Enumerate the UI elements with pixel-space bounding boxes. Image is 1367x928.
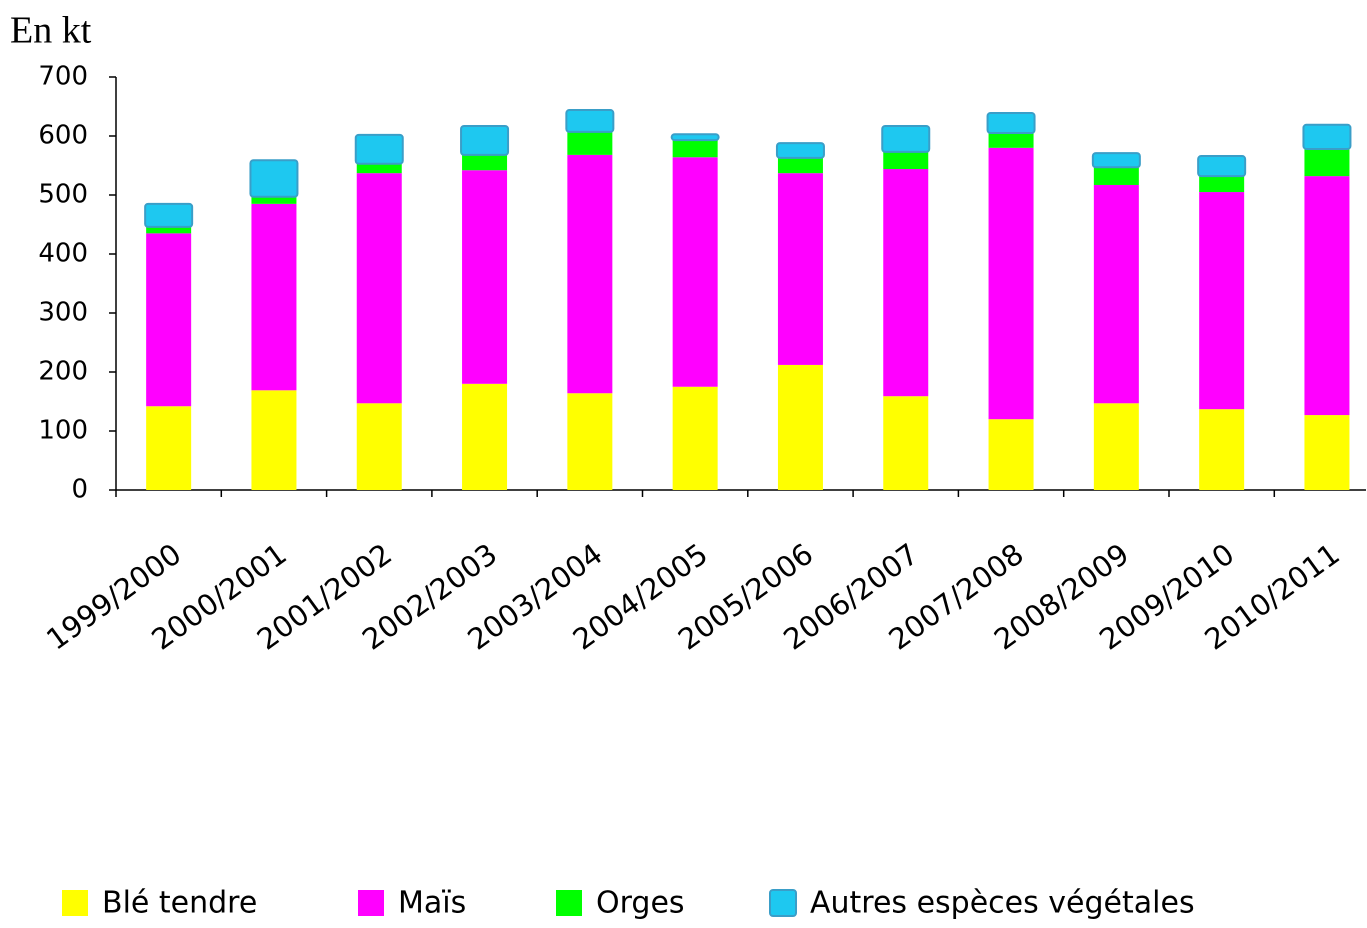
y-tick-label: 200 [38, 357, 88, 387]
bar-segment [1304, 176, 1350, 416]
y-tick-label: 0 [71, 475, 88, 505]
bar-segment [672, 140, 718, 158]
bar-segment [146, 233, 192, 407]
y-tick-label: 700 [38, 62, 88, 92]
legend-swatch [62, 890, 88, 916]
bar-segment [251, 196, 297, 204]
bar-segment [1093, 184, 1139, 404]
bar-segment [1302, 123, 1352, 150]
bar-segment [1199, 176, 1245, 193]
bar-segment [1304, 415, 1350, 490]
y-tick-label: 600 [38, 121, 88, 151]
bar-segment [462, 383, 508, 490]
bar-segment [988, 133, 1034, 148]
bar-segment [356, 173, 402, 404]
legend-swatch [556, 890, 582, 916]
bar-segment [567, 131, 613, 155]
legend-swatch [358, 890, 384, 916]
legend-label: Blé tendre [102, 886, 257, 921]
bar-segment [146, 406, 192, 490]
y-tick-label: 500 [38, 180, 88, 210]
bar-segment [567, 154, 613, 394]
bar-segment [1304, 148, 1350, 177]
bar-segment [777, 364, 823, 490]
bar-segment [1091, 152, 1141, 169]
legend-label: Orges [596, 886, 685, 921]
bar-segment [1197, 155, 1247, 178]
bar-segment [146, 226, 192, 234]
bar-segment [986, 111, 1036, 135]
bar-segment [672, 386, 718, 490]
bar-segment [1199, 192, 1245, 410]
bar-segment [144, 202, 194, 228]
bar-segment [775, 142, 825, 159]
bar-segment [1093, 403, 1139, 490]
bar-segment [1093, 167, 1139, 185]
bar-segment [883, 169, 929, 397]
bar-segment [672, 157, 718, 387]
bar-segment [356, 163, 402, 174]
y-axis-label: En kt [10, 10, 92, 52]
bar-segment [462, 170, 508, 384]
y-tick-label: 100 [38, 416, 88, 446]
bar-segment [251, 390, 297, 490]
bar-segment [670, 133, 720, 142]
bar-segment [881, 124, 931, 153]
bar-segment [883, 396, 929, 490]
bar-segment [567, 393, 613, 490]
bar-segment [462, 154, 508, 171]
legend-label: Autres espèces végétales [810, 886, 1195, 921]
bar-segment [883, 151, 929, 170]
bar-segment [1199, 409, 1245, 490]
bar-segment [988, 147, 1034, 420]
bar-segment [354, 133, 404, 165]
bar-segment [777, 173, 823, 365]
legend-swatch [769, 889, 797, 917]
y-tick-label: 300 [38, 298, 88, 328]
bar-segment [988, 419, 1034, 490]
bar-segment [777, 157, 823, 174]
bar-segment [460, 124, 510, 156]
bar-segment [565, 109, 615, 133]
y-tick-label: 400 [38, 239, 88, 269]
bar-segment [356, 403, 402, 490]
legend-label: Maïs [398, 886, 466, 921]
bar-segment [251, 203, 297, 391]
bar-segment [249, 159, 299, 198]
